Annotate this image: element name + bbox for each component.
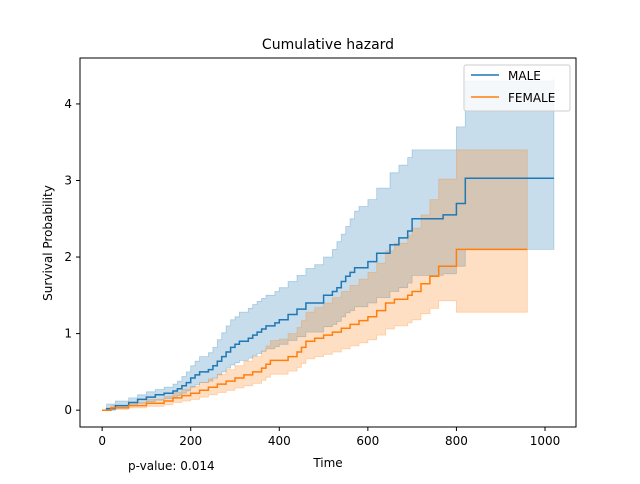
y-tick-label: 2 [64, 250, 72, 264]
y-tick-label: 4 [64, 97, 72, 111]
hazard-line-female [102, 248, 528, 411]
y-tick-label: 0 [64, 403, 72, 417]
y-tick-label: 1 [64, 327, 72, 341]
x-tick-label: 1000 [530, 434, 561, 448]
y-axis-label: Survival Probability [41, 185, 55, 301]
confidence-bands [102, 77, 555, 411]
x-tick-label: 200 [179, 434, 202, 448]
ci-band-female [102, 149, 528, 411]
legend-label-female: FEMALE [508, 91, 555, 105]
series-lines [102, 177, 554, 411]
y-axis-ticks: 0 1 2 3 4 [64, 97, 80, 417]
x-tick-label: 600 [356, 434, 379, 448]
chart-title: Cumulative hazard [262, 37, 394, 53]
x-axis-label: Time [312, 456, 342, 470]
x-tick-label: 0 [98, 434, 106, 448]
legend-box [463, 64, 571, 112]
legend: MALE FEMALE [463, 64, 571, 112]
plot-frame [79, 57, 577, 428]
x-axis-ticks: 0 200 400 600 800 1000 [98, 427, 560, 448]
legend-label-male: MALE [508, 69, 541, 83]
y-tick-label: 3 [64, 173, 72, 187]
x-tick-label: 400 [268, 434, 291, 448]
x-tick-label: 800 [445, 434, 468, 448]
p-value-annotation: p-value: 0.014 [128, 459, 215, 473]
hazard-line-male [102, 177, 554, 411]
